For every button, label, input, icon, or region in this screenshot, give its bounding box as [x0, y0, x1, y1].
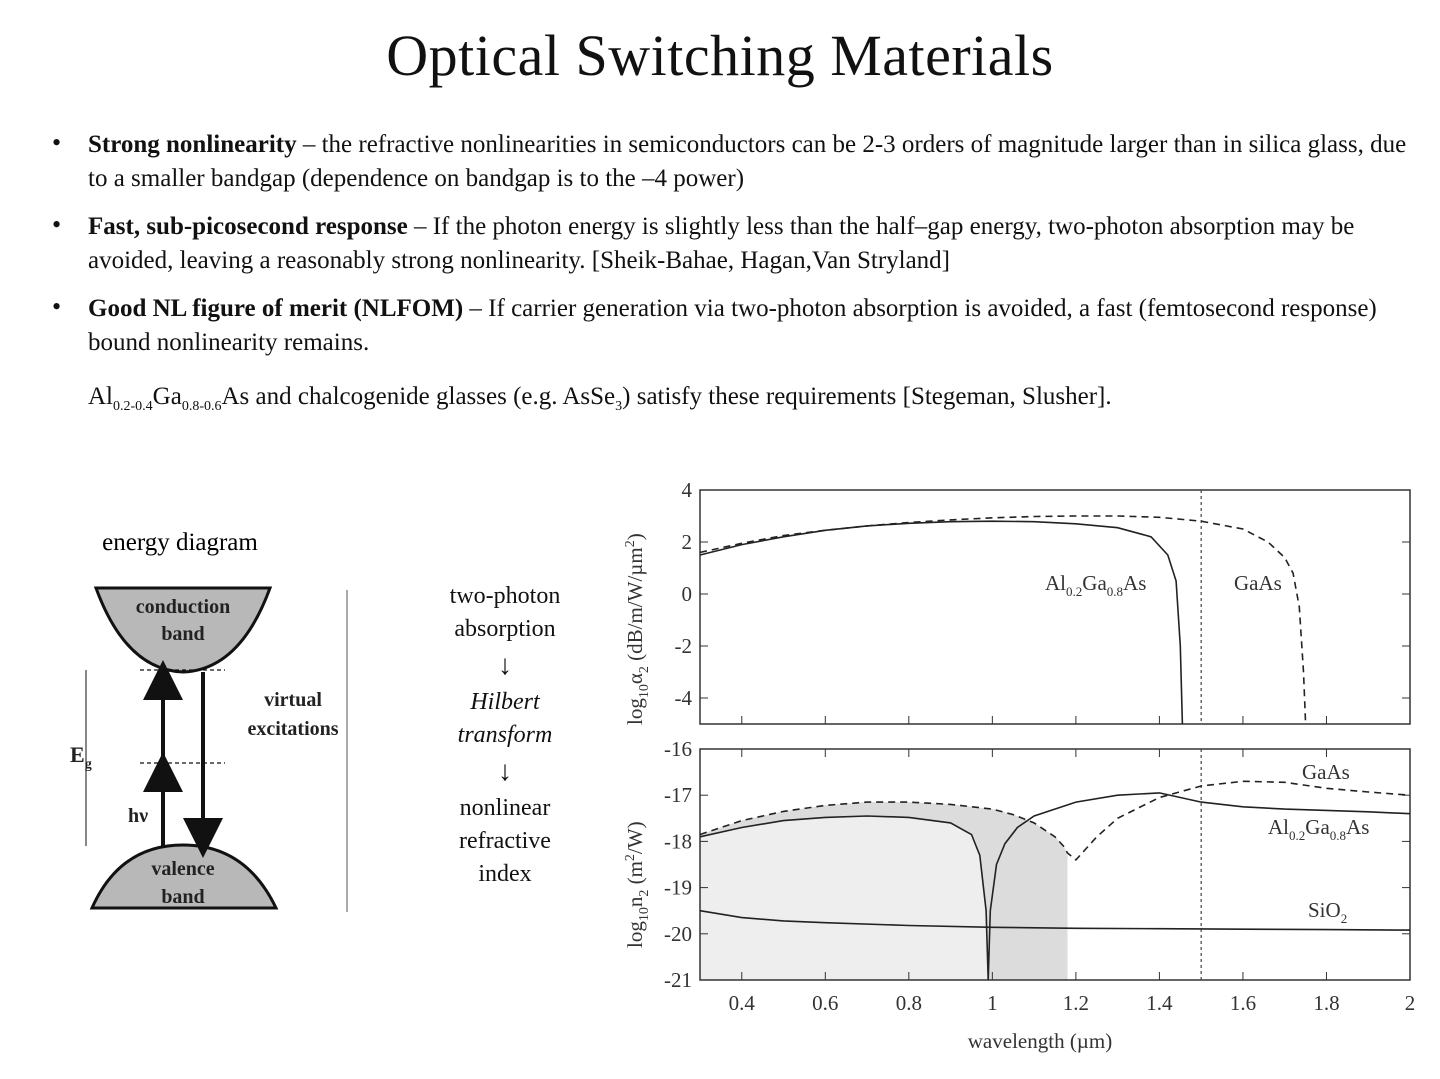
x-tick-label: 0.6: [812, 991, 838, 1015]
series-line: [699, 520, 1184, 725]
bullet-item: • Strong nonlinearity – the refractive n…: [52, 128, 1412, 196]
series-line: [699, 909, 1411, 931]
series-label: GaAs: [1234, 571, 1282, 595]
y-tick-label: -21: [664, 968, 692, 992]
x-tick-label: 1.8: [1313, 991, 1339, 1015]
valence-band-label: band: [161, 886, 204, 908]
series-label: GaAs: [1302, 760, 1350, 784]
y-tick-label: -16: [664, 737, 692, 761]
conduction-band-shape: [93, 586, 273, 674]
bullet-text: – the refractive nonlinearities in semic…: [88, 131, 1407, 192]
process-flow: two-photon absorption ↓ Hilbert transfor…: [420, 580, 590, 891]
conduction-band-label: band: [161, 623, 204, 645]
bullet-heading: Fast, sub-picosecond response: [88, 213, 408, 240]
x-tick-label: 0.8: [896, 991, 922, 1015]
eg-label: Eg: [70, 742, 92, 772]
virtual-excitations-label: virtual: [264, 689, 322, 711]
y-tick-label: -4: [675, 686, 693, 710]
flow-step-absorption: two-photon absorption: [449, 583, 561, 642]
y-tick-label: -20: [664, 922, 692, 946]
bullet-heading: Good NL figure of merit (NLFOM): [88, 295, 464, 322]
page-title: Optical Switching Materials: [386, 23, 1054, 88]
series-line: [699, 792, 1411, 981]
shaded-region: [700, 802, 1068, 980]
shaded-region: [700, 816, 989, 980]
virtual-excitations-label: excitations: [247, 718, 338, 740]
bullet-icon: •: [52, 292, 62, 321]
energy-diagram-title: energy diagram: [102, 529, 258, 556]
y-tick-label: 2: [682, 530, 693, 554]
bullet-icon: •: [52, 210, 62, 239]
down-arrow-icon: ↓: [498, 650, 512, 681]
bullet-icon: •: [52, 128, 62, 157]
x-tick-label: 1: [987, 991, 998, 1015]
photon-energy-label: hν: [128, 805, 148, 827]
energy-diagram: energy diagram conduction band valence b…: [70, 529, 348, 912]
bullet-text: – If the photon energy is slightly less …: [88, 213, 1355, 274]
x-axis-label: wavelength (µm): [968, 1029, 1112, 1053]
bullet-item: • Fast, sub-picosecond response – If the…: [52, 210, 1412, 278]
y-tick-label: -18: [664, 829, 692, 853]
bullet-heading: Strong nonlinearity: [88, 131, 297, 158]
conduction-band-label: conduction: [136, 596, 230, 618]
series-label: Al0.2Ga0.8As: [1045, 571, 1146, 599]
y-tick-label: -17: [664, 783, 692, 807]
y-tick-label: 0: [682, 582, 693, 606]
x-tick-label: 2: [1405, 991, 1416, 1015]
series-label: Al0.2Ga0.8As: [1268, 815, 1369, 843]
x-tick-label: 0.4: [729, 991, 756, 1015]
series-label: SiO2: [1308, 898, 1347, 926]
n2-chart: -16 -17 -18 -19 -20 -21 0.4 0.6 0.8 1 1.2 1.4 1.6 1.8…: [623, 737, 1415, 1053]
y-tick-label: -2: [675, 634, 693, 658]
series-line: [699, 780, 1411, 862]
bullet-item: • Good NL figure of merit (NLFOM) – If c…: [52, 292, 1412, 360]
x-tick-label: 1.2: [1063, 991, 1089, 1015]
valence-band-label: valence: [151, 858, 214, 880]
flow-step-hilbert: Hilbert transform: [457, 689, 553, 748]
flow-step-index: nonlinear refractive index: [459, 795, 551, 887]
y-axis-label: log10α2 (dB/m/W/µm2): [623, 533, 652, 725]
y-tick-label: 4: [682, 478, 693, 502]
series-line: [699, 515, 1307, 725]
alpha2-chart: 4 2 0 -2 -4 Al0.2Ga0.8As GaAs log10α2 (dB/m/W/µ…: [623, 478, 1411, 725]
plot-frame: [699, 489, 1411, 725]
y-axis-label: log10n2 (m2/W): [623, 821, 652, 948]
plot-frame: [699, 748, 1411, 981]
down-arrow-icon: ↓: [498, 756, 512, 787]
x-tick-label: 1.4: [1146, 991, 1173, 1015]
x-tick-label: 1.6: [1230, 991, 1256, 1015]
y-tick-label: -19: [664, 876, 692, 900]
bullet-text: – If carrier generation via two-photon a…: [88, 295, 1377, 356]
bullet-list: • Strong nonlinearity – the refractive n…: [52, 128, 1412, 374]
materials-note: Al0.2-0.4Ga0.8-0.6As and chalcogenide gl…: [88, 383, 1112, 414]
